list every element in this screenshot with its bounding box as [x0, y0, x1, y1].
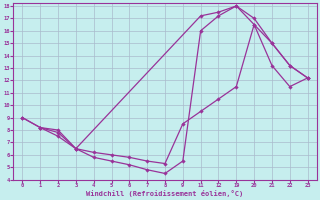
X-axis label: Windchill (Refroidissement éolien,°C): Windchill (Refroidissement éolien,°C) [86, 190, 244, 197]
